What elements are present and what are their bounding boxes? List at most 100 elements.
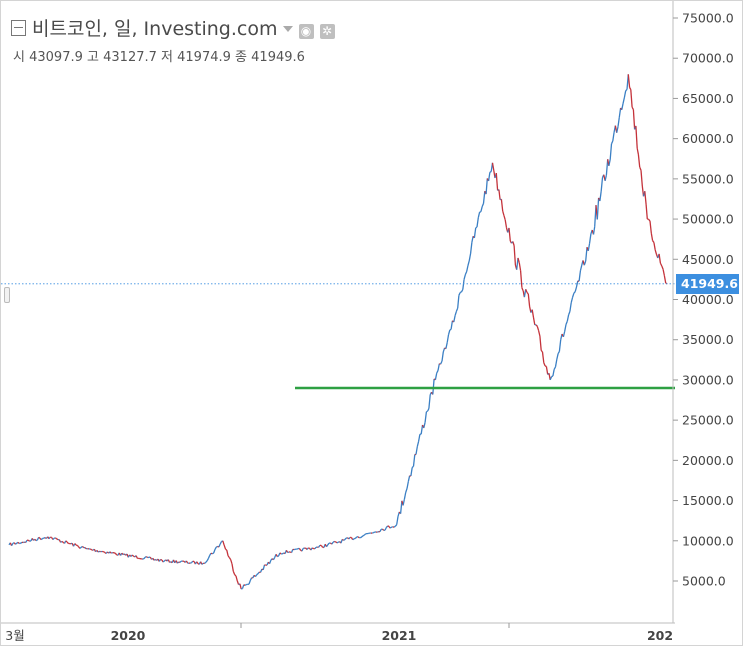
- price-segment: [362, 534, 365, 537]
- price-segment: [352, 538, 355, 541]
- price-segment: [254, 574, 258, 577]
- price-segment: [457, 295, 460, 309]
- price-segment: [566, 314, 570, 322]
- price-segment: [588, 233, 592, 244]
- price-segment: [222, 540, 225, 546]
- price-segment: [523, 289, 527, 298]
- price-segment: [354, 536, 358, 539]
- price-segment: [512, 241, 515, 246]
- price-segment: [632, 109, 636, 130]
- price-segment: [84, 547, 87, 550]
- price-segment: [241, 584, 245, 589]
- price-segment: [20, 541, 23, 544]
- price-segment: [585, 247, 588, 262]
- price-segment: [331, 541, 334, 545]
- price-segment: [361, 535, 364, 538]
- price-segment: [207, 555, 211, 559]
- price-segment: [48, 536, 51, 540]
- y-tick-label: 5000.0: [682, 574, 726, 589]
- high-label: 고: [87, 50, 99, 65]
- price-segment: [215, 545, 218, 548]
- price-segment: [600, 177, 604, 192]
- price-segment: [540, 349, 544, 353]
- price-segment: [463, 274, 467, 280]
- price-segment: [244, 583, 247, 586]
- eye-icon[interactable]: ◉: [298, 24, 314, 39]
- price-segment: [399, 500, 403, 514]
- price-segment: [287, 551, 290, 554]
- price-segment: [301, 548, 304, 552]
- price-segment: [35, 539, 38, 542]
- price-segment: [552, 369, 555, 377]
- price-segment: [396, 516, 399, 525]
- price-segment: [116, 554, 119, 556]
- price-segment: [573, 291, 576, 294]
- price-segment: [557, 351, 560, 355]
- price-segment: [196, 561, 199, 564]
- price-segment: [637, 154, 641, 168]
- price-segment: [415, 446, 418, 455]
- price-segment: [257, 571, 260, 575]
- chevron-down-icon[interactable]: [282, 26, 293, 32]
- price-segment: [176, 561, 180, 564]
- price-segment: [76, 544, 80, 548]
- price-segment: [11, 542, 14, 547]
- price-segment: [464, 271, 468, 275]
- y-tick-label: 35000.0: [682, 332, 734, 347]
- price-segment: [114, 552, 118, 556]
- price-segment: [17, 541, 20, 544]
- price-segment: [567, 311, 571, 316]
- price-segment: [389, 526, 392, 529]
- price-segment: [454, 311, 458, 316]
- price-segment: [610, 140, 614, 145]
- x-tick-label: 2021: [382, 628, 417, 643]
- price-segment: [66, 541, 69, 544]
- price-segment: [420, 424, 424, 435]
- price-segment: [38, 536, 41, 539]
- price-segment: [574, 286, 578, 292]
- chart-title: 비트코인, 일, Investing.com: [32, 18, 278, 40]
- open-label: 시: [13, 50, 25, 65]
- price-segment: [402, 499, 406, 506]
- price-segment: [109, 551, 112, 554]
- price-segment: [40, 538, 43, 541]
- price-segment: [336, 541, 339, 544]
- price-segment: [160, 558, 163, 561]
- y-tick-label: 55000.0: [682, 171, 734, 186]
- price-segment: [535, 324, 538, 327]
- price-segment: [428, 394, 431, 409]
- price-segment: [503, 215, 506, 220]
- price-segment: [348, 536, 351, 540]
- resize-handle[interactable]: [4, 287, 10, 303]
- price-segment: [625, 88, 628, 92]
- gear-icon[interactable]: ✲: [319, 24, 335, 39]
- chart-header: 비트코인, 일, Investing.com ◉ ✲: [11, 14, 335, 41]
- price-segment: [466, 265, 469, 272]
- price-segment: [458, 292, 461, 296]
- price-segment: [232, 570, 236, 575]
- price-segment: [543, 362, 546, 367]
- price-segment: [377, 531, 379, 533]
- price-segment: [61, 540, 64, 543]
- price-segment: [500, 199, 504, 212]
- price-segment: [536, 326, 540, 331]
- price-segment: [306, 547, 309, 550]
- price-segment: [636, 148, 640, 155]
- price-segment: [556, 353, 559, 360]
- collapse-icon[interactable]: [11, 20, 26, 36]
- price-segment: [225, 548, 228, 551]
- price-segment: [33, 538, 36, 541]
- price-segment: [190, 562, 192, 564]
- price-segment: [434, 372, 438, 381]
- price-segment: [635, 125, 638, 149]
- price-segment: [363, 533, 367, 536]
- price-segment: [605, 159, 609, 176]
- price-segment: [393, 525, 396, 528]
- price-segment: [277, 555, 280, 558]
- price-segment: [209, 552, 212, 556]
- price-segment: [622, 97, 626, 104]
- price-segment: [385, 525, 389, 528]
- price-segment: [627, 74, 631, 88]
- price-segment: [279, 552, 282, 555]
